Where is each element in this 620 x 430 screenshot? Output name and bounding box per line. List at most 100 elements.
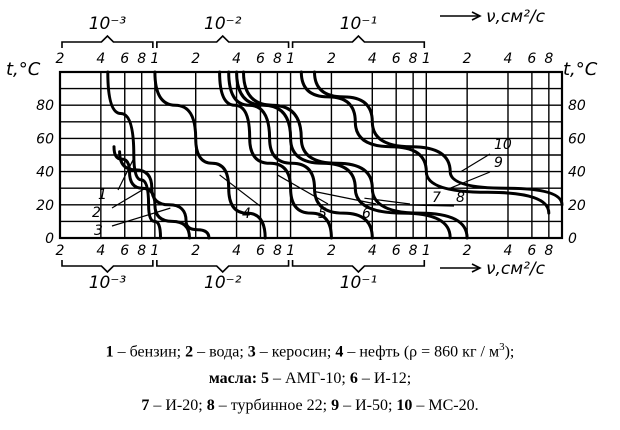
curve-label-7: 7 xyxy=(432,190,441,206)
curve-leader-2 xyxy=(111,187,146,209)
legend-number: 3 xyxy=(247,343,256,361)
curve-leader-7 xyxy=(364,197,411,205)
curve-leader-4 xyxy=(219,174,261,207)
x-axis-title-top: ν,см²/с xyxy=(486,7,546,27)
x-tick-label-top: 2 xyxy=(463,51,472,67)
x-axis-arrowhead-bottom xyxy=(471,263,482,273)
decade-brace-top xyxy=(156,34,290,48)
legend-text: – нефть (ρ = 860 кг / м xyxy=(343,343,500,361)
x-tick-label-top: 4 xyxy=(504,51,513,67)
curve-label-6: 6 xyxy=(362,206,371,222)
curve-8 xyxy=(242,70,469,240)
curve-10 xyxy=(313,70,564,207)
y-axis-title-left: t,°C xyxy=(6,59,41,80)
x-tick-label-top: 1 xyxy=(150,51,159,67)
x-tick-label-top: 6 xyxy=(256,51,265,67)
y-axis-title-right: t,°C xyxy=(563,59,598,80)
y-tick-label-right: 20 xyxy=(568,198,586,214)
legend-text: – вода; xyxy=(193,343,248,361)
curve-leader-6 xyxy=(314,190,377,205)
curve-label-8: 8 xyxy=(456,190,465,206)
legend-number: 4 xyxy=(335,343,344,361)
x-tick-label-bottom: 2 xyxy=(463,243,472,259)
y-tick-label-right: 0 xyxy=(568,231,577,247)
y-tick-label-left: 60 xyxy=(36,131,54,147)
legend-text: – МС-20. xyxy=(412,397,479,415)
curve-label-10: 10 xyxy=(494,137,512,153)
x-tick-label-top: 2 xyxy=(191,51,200,67)
curve-5 xyxy=(218,70,333,240)
decade-brace-bottom xyxy=(156,260,290,274)
decade-label-bottom: 10⁻³ xyxy=(89,273,127,293)
curve-6 xyxy=(227,70,374,240)
legend-number: 6 xyxy=(349,370,358,388)
y-tick-label-left: 0 xyxy=(45,231,54,247)
decade-label-bottom: 10⁻² xyxy=(204,273,242,293)
legend-superscript: 3 xyxy=(499,341,505,353)
legend-line-2: масла: 5 – АМГ-10; 6 – И-12; xyxy=(0,365,620,392)
curve-label-2: 2 xyxy=(92,205,101,221)
legend-text: – И-50; xyxy=(339,397,397,415)
x-tick-label-bottom: 2 xyxy=(191,243,200,259)
x-tick-label-bottom: 6 xyxy=(392,243,401,259)
x-tick-label-top: 1 xyxy=(422,51,431,67)
x-tick-label-top: 4 xyxy=(368,51,377,67)
x-tick-label-bottom: 6 xyxy=(527,243,536,259)
curve-label-1: 1 xyxy=(98,187,107,203)
x-tick-label-top: 8 xyxy=(409,51,418,67)
x-tick-label-top: 8 xyxy=(137,51,146,67)
x-tick-label-bottom: 1 xyxy=(286,243,295,259)
x-tick-label-bottom: 6 xyxy=(120,243,129,259)
legend-number: 1 xyxy=(105,343,114,361)
curve-1 xyxy=(106,70,163,240)
decade-brace-top xyxy=(291,34,426,48)
decade-label-top: 10⁻¹ xyxy=(340,14,377,34)
curve-leader-9 xyxy=(449,171,491,189)
y-tick-label-right: 80 xyxy=(568,98,586,114)
legend-text: – керосин; xyxy=(255,343,336,361)
legend-line-1: 1 – бензин; 2 – вода; 3 – керосин; 4 – н… xyxy=(0,334,620,365)
decade-brace-top xyxy=(61,34,154,48)
decade-brace-bottom xyxy=(61,260,154,274)
x-axis-title-bottom: ν,см²/с xyxy=(486,259,546,279)
curve-leader-1 xyxy=(117,158,135,191)
chart-curve-labels: 1 2 3 4 5 6 7 8 9 10 xyxy=(92,137,512,239)
legend-text: – И-20; xyxy=(149,397,207,415)
decade-brace-bottom xyxy=(291,260,426,274)
legend-text: – бензин; xyxy=(113,343,186,361)
curve-label-9: 9 xyxy=(494,155,503,171)
legend-text: – турбинное 22; xyxy=(214,397,332,415)
x-tick-label-bottom: 4 xyxy=(96,243,105,259)
legend-number: 9 xyxy=(331,397,340,415)
curve-4 xyxy=(153,70,267,240)
y-tick-label-left: 20 xyxy=(36,198,54,214)
chart-axis-titles: t,°C t,°C ν,см²/с ν,см²/с xyxy=(6,7,598,279)
plot-frame xyxy=(58,70,564,240)
curve-label-3: 3 xyxy=(94,223,103,239)
x-tick-label-bottom: 8 xyxy=(544,243,553,259)
x-tick-label-top: 4 xyxy=(96,51,105,67)
x-tick-label-bottom: 4 xyxy=(368,243,377,259)
y-tick-label-right: 40 xyxy=(568,165,586,181)
x-tick-label-top: 6 xyxy=(527,51,536,67)
curve-9 xyxy=(299,70,551,215)
decade-label-top: 10⁻³ xyxy=(89,14,127,34)
curve-leader-5 xyxy=(277,174,329,205)
decade-label-bottom: 10⁻¹ xyxy=(340,273,377,293)
legend-number: 7 xyxy=(141,397,150,415)
curve-leader-10 xyxy=(460,153,491,173)
x-tick-label-top: 2 xyxy=(327,51,336,67)
curve-leader-3 xyxy=(111,207,171,227)
legend-text: ); xyxy=(504,343,515,361)
x-tick-label-bottom: 4 xyxy=(232,243,241,259)
legend-number: 10 xyxy=(396,397,413,415)
chart-curves xyxy=(106,70,564,240)
legend-text: – И-12; xyxy=(357,370,412,388)
curve-label-4: 4 xyxy=(242,206,251,222)
x-tick-label-top: 8 xyxy=(544,51,553,67)
x-tick-label-bottom: 4 xyxy=(504,243,513,259)
x-axis-arrowhead-top xyxy=(471,11,482,21)
x-tick-label-top: 6 xyxy=(120,51,129,67)
